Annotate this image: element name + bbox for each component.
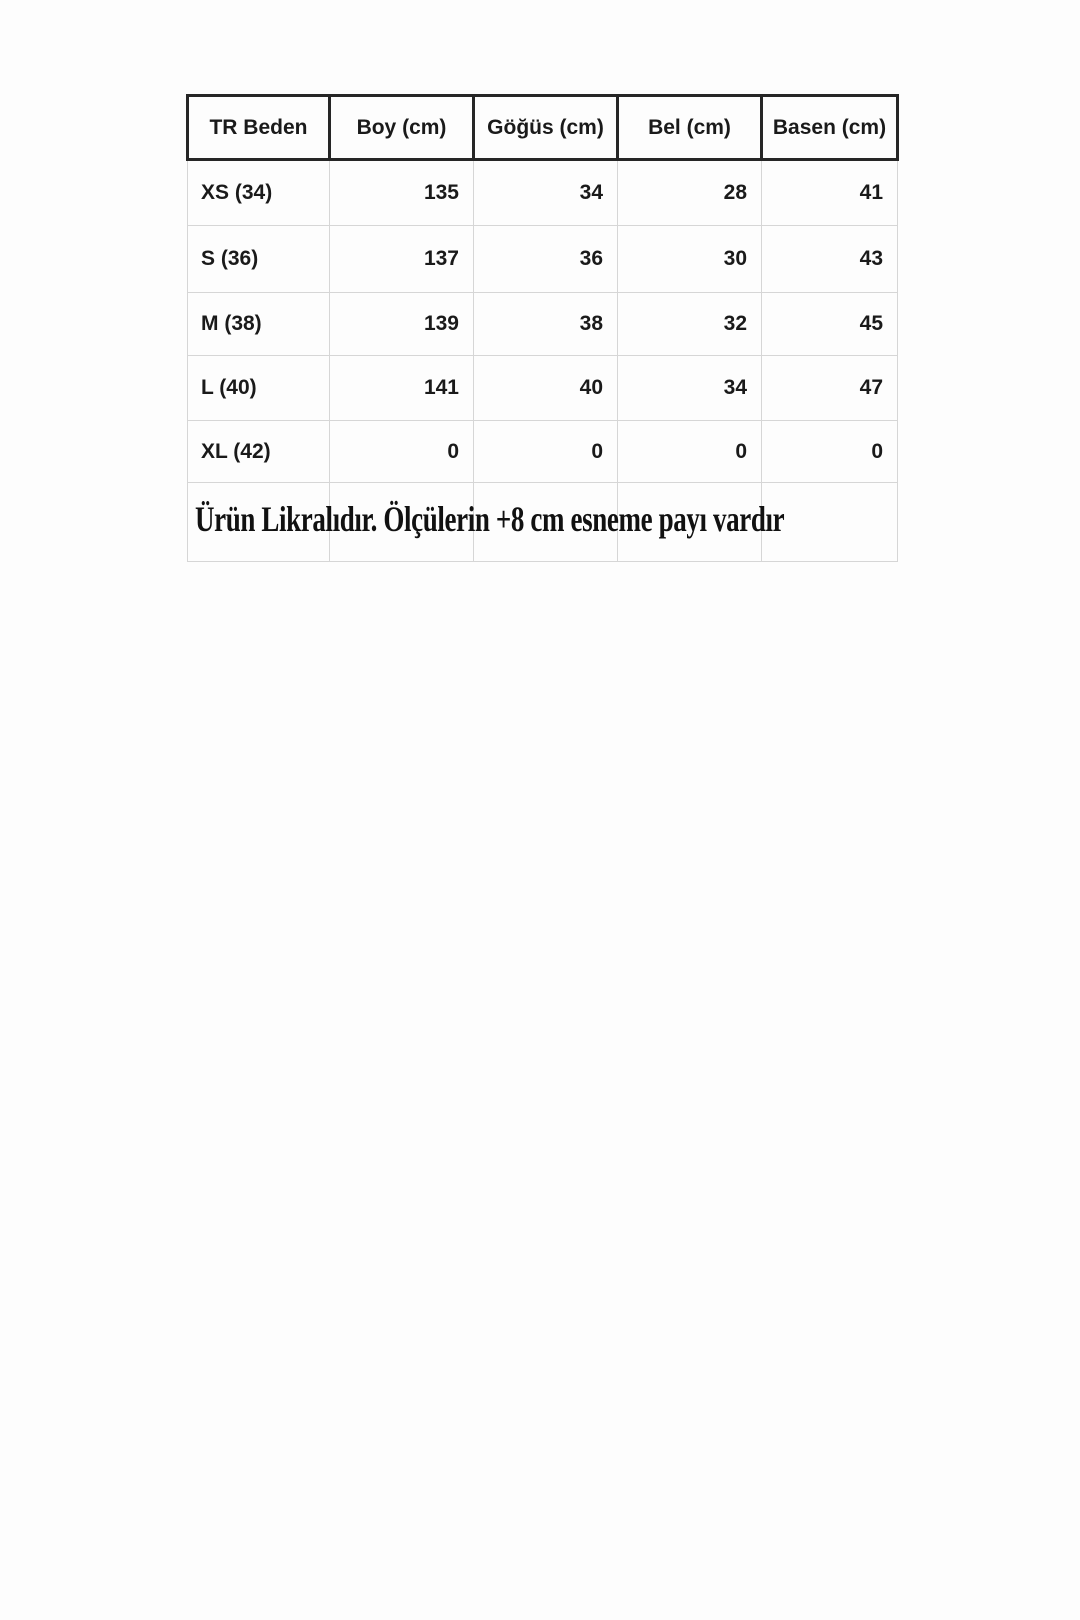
- size-chart: TR Beden Boy (cm) Göğüs (cm) Bel (cm) Ba…: [186, 94, 899, 562]
- col-header-gogus: Göğüs (cm): [472, 94, 619, 161]
- col-header-boy: Boy (cm): [328, 94, 475, 161]
- empty-cell: [187, 482, 330, 562]
- col-header-tr-beden: TR Beden: [186, 94, 331, 161]
- value-cell: 43: [761, 225, 898, 293]
- header-row: TR Beden Boy (cm) Göğüs (cm) Bel (cm) Ba…: [186, 94, 899, 161]
- value-cell: 135: [329, 159, 474, 226]
- size-label-cell: XS (34): [187, 159, 330, 226]
- table-row-m: M (38) 139 38 32 45: [187, 292, 898, 356]
- empty-cell: [761, 482, 898, 562]
- size-label-cell: L (40): [187, 355, 330, 421]
- empty-cell: [473, 482, 618, 562]
- table-row-s: S (36) 137 36 30 43: [187, 225, 898, 293]
- value-cell: 34: [473, 159, 618, 226]
- value-cell: 38: [473, 292, 618, 356]
- value-cell: 139: [329, 292, 474, 356]
- value-cell: 45: [761, 292, 898, 356]
- value-cell: 36: [473, 225, 618, 293]
- table-row-l: L (40) 141 40 34 47: [187, 355, 898, 421]
- table-row-xs: XS (34) 135 34 28 41: [187, 159, 898, 226]
- table-row-xl: XL (42) 0 0 0 0: [187, 420, 898, 483]
- value-cell: 0: [329, 420, 474, 483]
- stretch-note: Ürün Likralıdır. Ölçülerin +8 cm esneme …: [195, 498, 785, 539]
- value-cell: 34: [617, 355, 762, 421]
- value-cell: 40: [473, 355, 618, 421]
- size-label-cell: XL (42): [187, 420, 330, 483]
- col-header-basen: Basen (cm): [760, 94, 899, 161]
- note-row: [187, 482, 898, 562]
- col-header-bel: Bel (cm): [616, 94, 763, 161]
- value-cell: 137: [329, 225, 474, 293]
- value-cell: 47: [761, 355, 898, 421]
- value-cell: 0: [473, 420, 618, 483]
- value-cell: 30: [617, 225, 762, 293]
- empty-cell: [617, 482, 762, 562]
- value-cell: 41: [761, 159, 898, 226]
- value-cell: 28: [617, 159, 762, 226]
- size-chart-table: TR Beden Boy (cm) Göğüs (cm) Bel (cm) Ba…: [186, 94, 899, 562]
- value-cell: 0: [617, 420, 762, 483]
- size-label-cell: S (36): [187, 225, 330, 293]
- size-label-cell: M (38): [187, 292, 330, 356]
- value-cell: 0: [761, 420, 898, 483]
- empty-cell: [329, 482, 474, 562]
- value-cell: 141: [329, 355, 474, 421]
- value-cell: 32: [617, 292, 762, 356]
